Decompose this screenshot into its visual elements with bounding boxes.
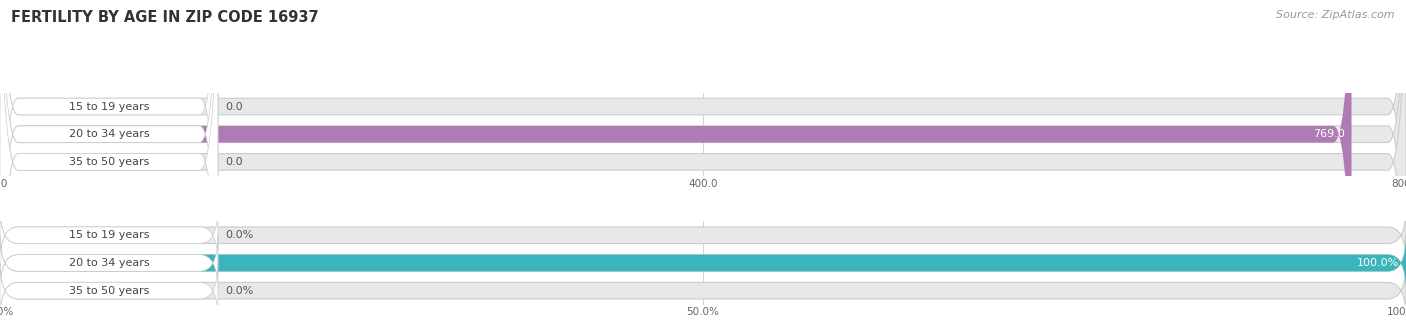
Text: 0.0%: 0.0% <box>225 230 253 240</box>
FancyBboxPatch shape <box>0 208 218 263</box>
Text: FERTILITY BY AGE IN ZIP CODE 16937: FERTILITY BY AGE IN ZIP CODE 16937 <box>11 10 319 25</box>
FancyBboxPatch shape <box>0 263 1406 318</box>
Text: 35 to 50 years: 35 to 50 years <box>69 157 149 167</box>
FancyBboxPatch shape <box>0 0 218 331</box>
Text: 20 to 34 years: 20 to 34 years <box>69 129 149 139</box>
FancyBboxPatch shape <box>0 0 218 331</box>
Text: 769.0: 769.0 <box>1313 129 1344 139</box>
Text: 15 to 19 years: 15 to 19 years <box>69 230 149 240</box>
Text: 35 to 50 years: 35 to 50 years <box>69 286 149 296</box>
FancyBboxPatch shape <box>0 0 218 331</box>
Text: Source: ZipAtlas.com: Source: ZipAtlas.com <box>1277 10 1395 20</box>
FancyBboxPatch shape <box>0 263 218 318</box>
Text: 100.0%: 100.0% <box>1357 258 1399 268</box>
Text: 15 to 19 years: 15 to 19 years <box>69 102 149 112</box>
FancyBboxPatch shape <box>0 0 1351 331</box>
Text: 0.0: 0.0 <box>225 157 243 167</box>
FancyBboxPatch shape <box>0 235 1406 291</box>
Text: 0.0%: 0.0% <box>225 286 253 296</box>
FancyBboxPatch shape <box>0 208 1406 263</box>
FancyBboxPatch shape <box>0 235 218 291</box>
Text: 20 to 34 years: 20 to 34 years <box>69 258 149 268</box>
Text: 0.0: 0.0 <box>225 102 243 112</box>
FancyBboxPatch shape <box>0 235 1406 291</box>
